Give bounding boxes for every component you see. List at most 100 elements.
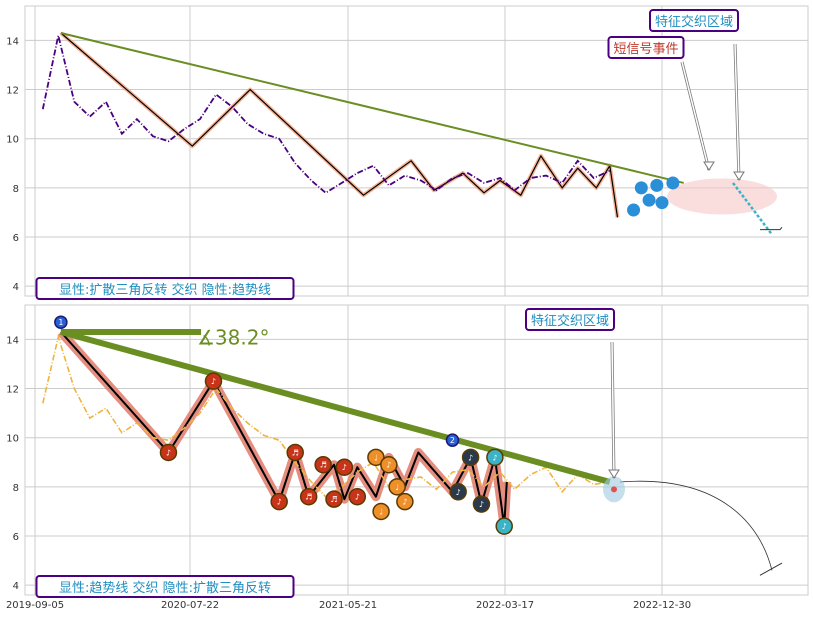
pattern-marker-label: 1 — [58, 318, 63, 327]
pattern-marker-label: ♬ — [330, 495, 337, 504]
pattern-marker — [388, 478, 406, 496]
annotation-short-signal-text: 短信号事件 — [613, 42, 678, 57]
pattern-marker-label: ♪ — [211, 377, 216, 386]
projection-cap — [760, 226, 783, 231]
top-plot-frame — [24, 5, 809, 297]
y-tick-label: 6 — [13, 233, 19, 244]
annotation-interlace-bottom-text: 特征交织区域 — [531, 313, 609, 329]
interlace-zone — [667, 178, 777, 215]
annotation-short-signal-frame — [607, 36, 685, 59]
y-tick-label: 12 — [6, 86, 19, 97]
pattern-marker — [461, 448, 480, 467]
signal-point — [611, 486, 617, 493]
pattern-marker-label: ♪ — [402, 498, 407, 507]
y-tick-label: 4 — [13, 581, 19, 592]
pattern-marker-label: ♪ — [386, 461, 391, 470]
pattern-marker — [486, 448, 504, 467]
arrow-interlace-top-core — [734, 43, 740, 181]
forecast-arc — [619, 480, 773, 571]
annotation-short-signal: 短信号事件 — [607, 36, 685, 59]
signal-point — [634, 181, 648, 195]
signal-point — [666, 176, 680, 190]
pattern-marker-label: ♪ — [468, 453, 473, 462]
x-tick-label: 2022-03-17 — [476, 600, 534, 611]
arrow-interlace-bottom-head — [608, 469, 620, 479]
forecast-cap — [759, 562, 783, 576]
pattern-marker — [335, 458, 354, 476]
annotation-interlace-top-text: 特征交织区域 — [655, 14, 733, 30]
signal-point — [650, 178, 664, 192]
zigzag-line — [60, 32, 619, 218]
pattern-marker — [314, 455, 332, 474]
y-tick-label: 14 — [6, 36, 19, 47]
x-tick-label: 2020-07-22 — [161, 600, 219, 611]
trend-line — [60, 32, 684, 184]
pattern-marker-label: ♬ — [305, 493, 312, 502]
pattern-marker-label: ♪ — [492, 453, 497, 462]
y-tick-label: 8 — [13, 184, 19, 195]
pattern-marker — [299, 487, 318, 506]
pattern-marker — [159, 443, 178, 462]
pattern-marker-label: ♪ — [166, 448, 171, 457]
x-tick-label: 2019-09-05 — [6, 600, 64, 611]
pattern-marker-label: 2 — [450, 436, 455, 445]
pattern-marker — [495, 517, 513, 535]
pattern-marker-label: ♪ — [456, 488, 461, 497]
signal-point — [642, 193, 656, 207]
pattern-marker-label: ♬ — [320, 461, 327, 470]
annotation-pattern-top: 显性:扩散三角反转 交织 隐性:趋势线 — [35, 277, 295, 300]
arrow-short-signal-head — [703, 161, 715, 171]
pattern-marker-label: ♩ — [379, 507, 383, 516]
pattern-marker-label: ♩ — [395, 483, 399, 492]
pattern-marker-label: ♪ — [277, 498, 282, 507]
pattern-marker — [325, 490, 343, 508]
pattern-marker — [372, 502, 390, 521]
annotation-interlace-bottom-frame — [525, 308, 615, 331]
y-tick-label: 12 — [6, 385, 19, 396]
pattern-marker — [367, 448, 385, 467]
pattern-marker — [445, 433, 460, 447]
pattern-marker-label: ♪ — [355, 493, 360, 502]
pattern-marker-label: ♪ — [342, 463, 347, 472]
annotation-interlace-bottom: 特征交织区域 — [525, 308, 615, 331]
pattern-marker-label: ♪ — [479, 500, 484, 509]
pattern-marker-label: ♪ — [502, 522, 507, 531]
annotation-pattern-top-text: 显性:扩散三角反转 交织 隐性:趋势线 — [59, 282, 271, 298]
pattern-marker — [449, 483, 467, 501]
pattern-marker — [396, 492, 414, 511]
pattern-marker-label: ♬ — [292, 448, 299, 457]
price-line — [41, 35, 611, 194]
y-tick-label: 6 — [13, 532, 19, 543]
x-tick-label: 2021-05-21 — [319, 600, 377, 611]
trend-line — [60, 329, 611, 485]
arrow-interlace-bottom-core — [611, 341, 615, 479]
trend-angle-label: ∡38.2° — [197, 325, 269, 349]
pattern-marker — [270, 492, 288, 511]
y-tick-label: 14 — [6, 335, 19, 346]
pattern-marker — [348, 487, 367, 506]
annotation-pattern-bottom-text: 显性:趋势线 交织 隐性:扩散三角反转 — [59, 580, 271, 596]
y-tick-label: 10 — [6, 434, 19, 445]
pattern-marker — [380, 455, 398, 474]
y-tick-label: 10 — [6, 135, 19, 146]
pattern-marker — [54, 315, 68, 329]
signal-point — [655, 196, 669, 210]
x-tick-label: 2022-12-30 — [633, 600, 691, 611]
pattern-marker-label: ♩ — [374, 453, 378, 462]
annotation-interlace-top-frame — [649, 9, 739, 32]
y-tick-label: 8 — [13, 483, 19, 494]
marker-layer: 1♪♪♪♬♬♬♬♪♪♩♩♪♩♪2♪♪♪♪♪ — [54, 176, 680, 535]
arrow-short-signal-core — [681, 61, 710, 171]
projection-line — [732, 182, 773, 236]
signal-point — [627, 203, 641, 217]
annotation-pattern-bottom-frame — [35, 575, 295, 598]
pattern-marker — [472, 495, 491, 513]
annotation-interlace-top: 特征交织区域 — [649, 9, 739, 32]
annotation-pattern-bottom: 显性:趋势线 交织 隐性:扩散三角反转 — [35, 575, 295, 598]
annotation-pattern-top-frame — [35, 277, 295, 300]
y-tick-label: 4 — [13, 282, 19, 293]
tick-layer: 2019-09-05 2020-07-22 2021-05-21 2022-03-17… — [6, 36, 691, 611]
